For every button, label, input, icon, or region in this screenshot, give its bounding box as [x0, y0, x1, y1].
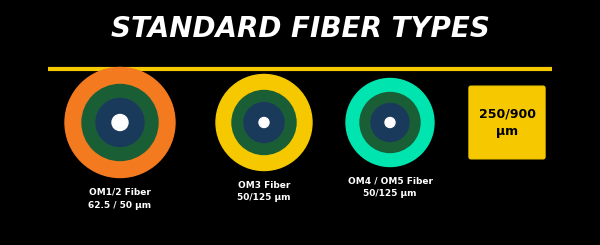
Text: 250/900
μm: 250/900 μm — [479, 108, 536, 137]
Circle shape — [82, 85, 158, 160]
Text: 50/125 μm: 50/125 μm — [237, 194, 291, 203]
Circle shape — [385, 118, 395, 127]
Circle shape — [346, 78, 434, 167]
Circle shape — [259, 118, 269, 127]
Circle shape — [371, 103, 409, 142]
Text: 62.5 / 50 μm: 62.5 / 50 μm — [88, 200, 152, 209]
Text: OM3 Fiber: OM3 Fiber — [238, 181, 290, 189]
Circle shape — [232, 90, 296, 155]
Circle shape — [244, 102, 284, 143]
FancyBboxPatch shape — [469, 86, 545, 159]
Circle shape — [360, 93, 420, 152]
Text: OM1/2 Fiber: OM1/2 Fiber — [89, 187, 151, 196]
Text: 50/125 μm: 50/125 μm — [363, 189, 417, 198]
Text: STANDARD FIBER TYPES: STANDARD FIBER TYPES — [110, 15, 490, 43]
Circle shape — [112, 114, 128, 131]
Text: OM4 / OM5 Fiber: OM4 / OM5 Fiber — [347, 176, 433, 185]
Circle shape — [96, 98, 144, 147]
Circle shape — [216, 74, 312, 171]
Circle shape — [65, 68, 175, 177]
